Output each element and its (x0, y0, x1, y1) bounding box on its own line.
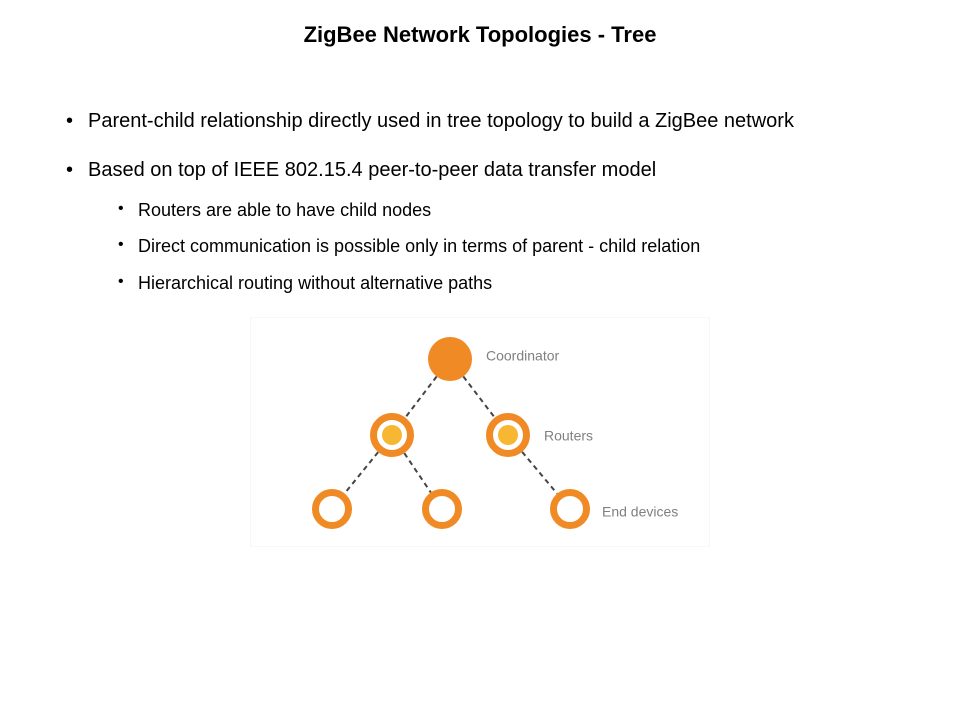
bullet-list: Parent-child relationship directly used … (60, 108, 900, 295)
sub-bullet-item: Hierarchical routing without alternative… (88, 271, 900, 295)
router-node-core (498, 425, 518, 445)
tree-svg: Coordinator Routers End devices (250, 317, 710, 547)
end-device-node (426, 492, 459, 525)
sub-bullet-list: Routers are able to have child nodes Dir… (88, 198, 900, 295)
label-routers: Routers (544, 428, 593, 444)
bullet-item: Parent-child relationship directly used … (60, 108, 900, 135)
end-device-node (316, 492, 349, 525)
router-node-core (382, 425, 402, 445)
bullet-item: Based on top of IEEE 802.15.4 peer-to-pe… (60, 157, 900, 295)
end-device-node (554, 492, 587, 525)
coordinator-node (428, 337, 472, 381)
content-area: Parent-child relationship directly used … (0, 48, 960, 552)
page-title: ZigBee Network Topologies - Tree (0, 0, 960, 48)
diagram-container: Coordinator Routers End devices (60, 317, 900, 552)
tree-diagram: Coordinator Routers End devices (250, 317, 710, 552)
label-coordinator: Coordinator (486, 348, 559, 364)
label-end-devices: End devices (602, 504, 678, 520)
bullet-text: Based on top of IEEE 802.15.4 peer-to-pe… (88, 159, 656, 181)
sub-bullet-item: Direct communication is possible only in… (88, 234, 900, 258)
sub-bullet-item: Routers are able to have child nodes (88, 198, 900, 222)
